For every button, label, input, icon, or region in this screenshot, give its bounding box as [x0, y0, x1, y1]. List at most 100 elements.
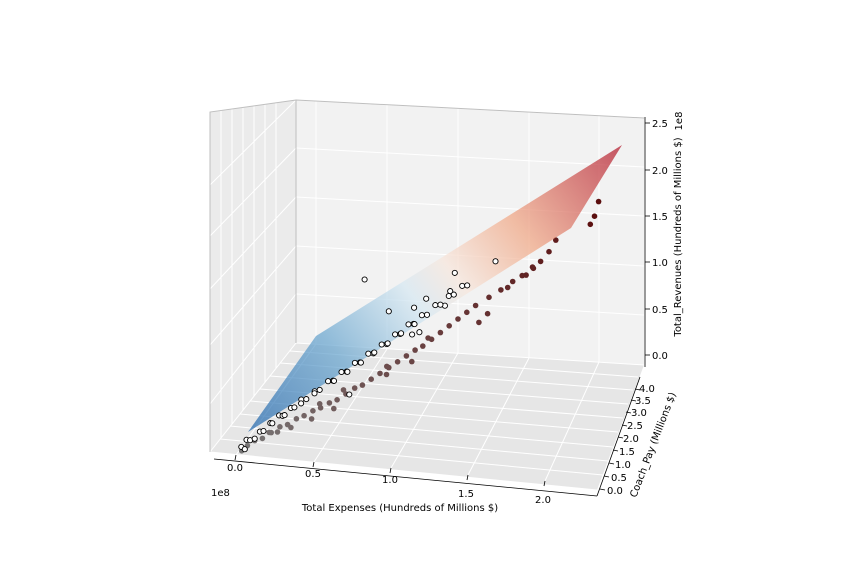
scatter-point [365, 350, 372, 357]
scatter-point [301, 412, 307, 419]
scatter-point [394, 359, 401, 365]
scatter-point [384, 340, 391, 347]
scatter-point [368, 376, 375, 383]
regression-plane [248, 145, 622, 432]
y-tick-label: 1.5 [619, 447, 635, 458]
z-axis: 0.0 0.5 1.0 1.5 2.0 2.5 1e8 Total_Revenu… [645, 112, 685, 362]
scatter-point [472, 302, 479, 309]
y-tick-label: 2.5 [627, 421, 643, 432]
z-axis-label: Total_Revenues (Hundreds of Millions $) [673, 137, 684, 337]
scatter-point [351, 385, 358, 391]
x-tick-label: 1.0 [382, 475, 398, 486]
scatter-point [546, 248, 552, 255]
pane-edges [209, 99, 645, 452]
z-tick-label: 1.5 [652, 212, 668, 223]
scatter-point [398, 330, 405, 337]
z-tick-label: 0.0 [652, 351, 668, 362]
z-tick-label: 1.0 [652, 258, 668, 269]
scatter-point [340, 387, 347, 393]
x-offset-label: 1e8 [211, 488, 230, 499]
scatter-point [537, 258, 544, 265]
y-tick-label: 1.0 [615, 460, 631, 471]
scatter-point [316, 386, 323, 393]
x-tick-label: 0.0 [227, 463, 243, 474]
scatter-point [385, 308, 392, 315]
scatter-point [409, 331, 416, 338]
scatter-point [484, 310, 491, 317]
scatter-point [361, 276, 368, 283]
scatter-point [303, 396, 310, 403]
scatter-point [425, 335, 431, 341]
scatter-point [492, 258, 499, 265]
z-tick-label: 2.5 [652, 119, 668, 130]
y-tick-label: 4.0 [639, 384, 655, 395]
y-tick-label: 0.0 [607, 486, 623, 497]
scatter-point [383, 371, 390, 378]
scatter-point [251, 435, 258, 442]
scatter-point [384, 363, 390, 370]
x-axis-line [213, 458, 598, 497]
scatter-point [291, 404, 298, 411]
left-pane-grid [209, 99, 297, 453]
scatter-point [437, 301, 444, 308]
z-tick-label: 0.5 [652, 305, 668, 316]
x-axis-label: Total Expenses (Hundreds of Millions $) [301, 503, 498, 514]
scatter-point [509, 278, 516, 285]
scatter-point [259, 435, 266, 442]
scatter-point [288, 424, 294, 431]
scatter-point [392, 331, 399, 338]
scatter-point [416, 329, 423, 336]
scatter-point [281, 412, 288, 419]
scatter-point [464, 309, 470, 316]
scatter-point [432, 302, 439, 309]
x-tick-label: 1.5 [458, 489, 474, 500]
scatter-point [423, 295, 430, 302]
scatter-point [451, 269, 458, 276]
scatter-point [346, 391, 353, 398]
scatter-point [529, 264, 536, 270]
scatter-point [412, 347, 418, 353]
scatter-point [310, 408, 316, 414]
scatter-point [587, 221, 594, 228]
scatter-point [423, 311, 431, 318]
scatter-point [326, 400, 333, 406]
scatter-point [371, 349, 378, 356]
scatter-point [351, 359, 358, 366]
scatter-point [311, 390, 318, 397]
scatter-point [437, 329, 444, 336]
scatter-point [418, 312, 425, 319]
scatter-point [241, 446, 248, 453]
y-tick-label: 3.5 [635, 396, 651, 407]
scatter-point [591, 213, 598, 219]
scatter-point [308, 416, 315, 422]
points-below-plane [238, 198, 602, 454]
scatter-point [266, 429, 273, 436]
scatter-point [409, 358, 415, 365]
scatter-point [403, 353, 410, 359]
y-tick-label: 2.0 [623, 434, 639, 445]
scatter-point [260, 427, 267, 435]
z-offset-label: 1e8 [674, 112, 685, 131]
scatter-point [338, 368, 345, 376]
scatter-point [405, 321, 412, 328]
scatter-point [411, 321, 418, 328]
scatter-point [445, 292, 452, 300]
scatter-point [269, 420, 276, 427]
scatter-point [316, 401, 323, 407]
scatter-point [330, 377, 338, 384]
scatter-point [377, 370, 383, 377]
y-tick-label: 3.0 [631, 408, 647, 419]
scatter-point [464, 282, 471, 289]
z-tick-label: 2.0 [652, 166, 668, 177]
scatter-point [459, 282, 466, 289]
scatter-point [325, 378, 332, 385]
scatter-point [357, 359, 364, 366]
scatter-point [519, 272, 525, 279]
scatter-point [378, 341, 385, 348]
scatter-point [595, 198, 602, 205]
scatter-point [486, 294, 492, 301]
scatter-point [450, 291, 457, 298]
x-tick-label: 2.0 [535, 495, 551, 506]
scatter-point [277, 424, 283, 430]
